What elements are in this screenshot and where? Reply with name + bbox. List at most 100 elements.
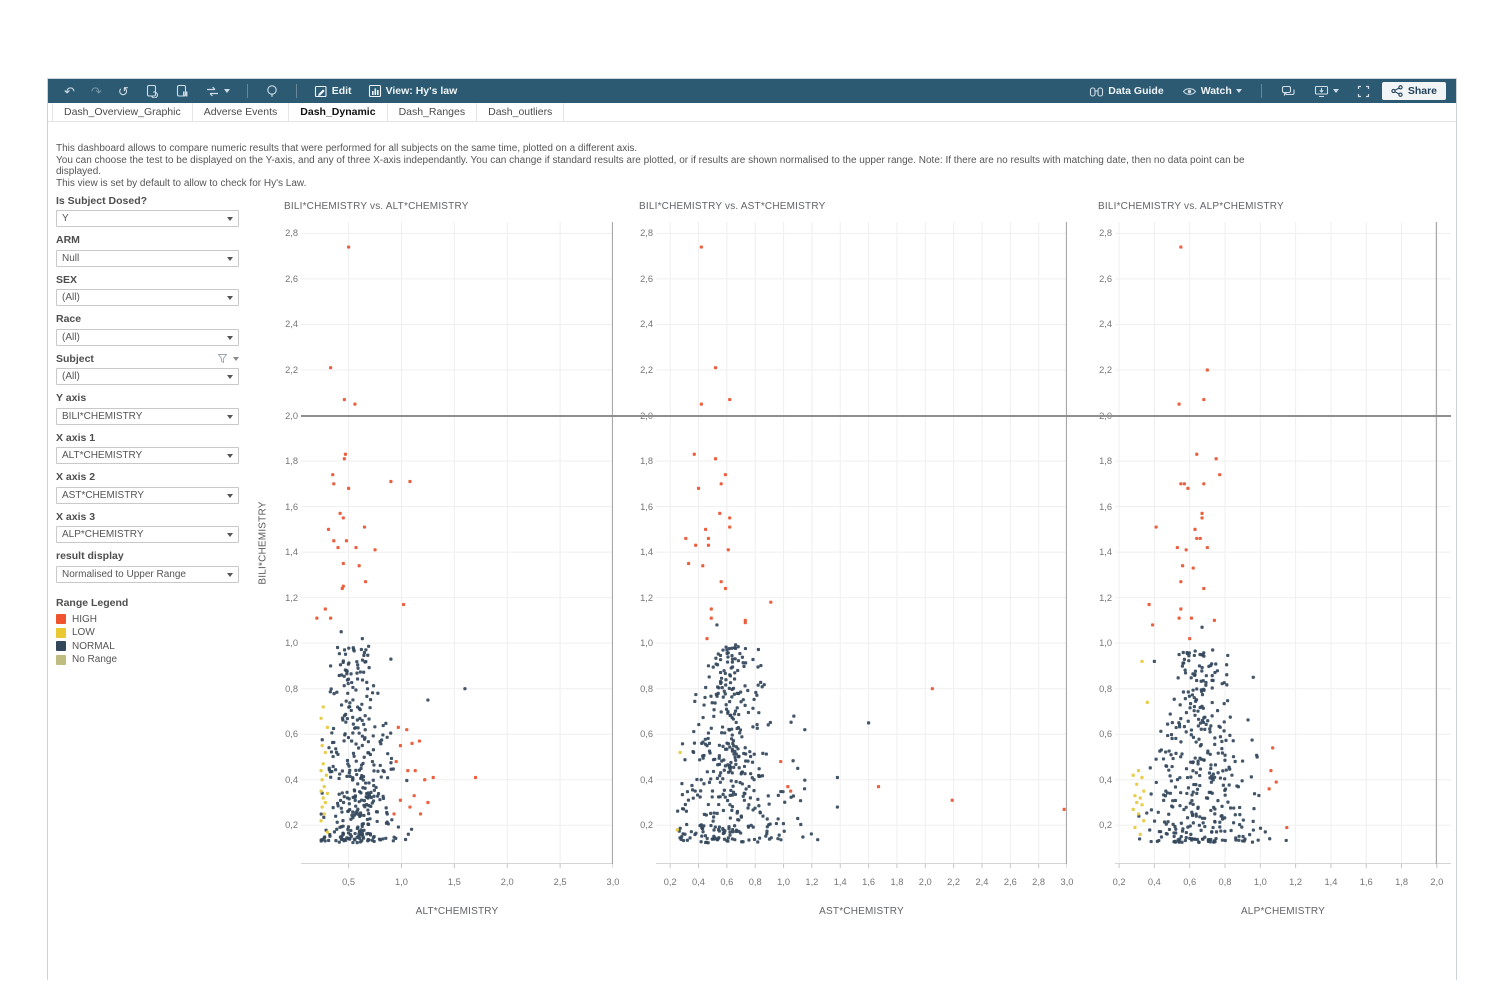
fullscreen-button[interactable] [1351,83,1376,100]
data-point-normal [368,698,373,702]
comments-button[interactable] [1275,83,1302,100]
legend-title: Range Legend [56,596,129,609]
select-caret-icon [227,375,233,379]
filter-select-x-axis-3[interactable]: ALP*CHEMISTRY [56,526,239,543]
view-button[interactable]: View: Hy's law [362,82,464,100]
revert-button[interactable]: ↺ [112,83,135,100]
download-button[interactable] [1308,83,1345,100]
legend-item-normal[interactable]: NORMAL [56,640,239,654]
data-point-normal [350,739,354,743]
data-point-normal [749,754,753,759]
data-point-normal [725,798,730,803]
filter-y-axis: Y axis BILI*CHEMISTRY [56,392,239,425]
data-point-normal [1189,775,1193,779]
data-point-normal [366,751,370,755]
x-tick-label: 0,8 [748,877,762,887]
redo-button[interactable]: ↷ [85,83,108,100]
filter-select-race[interactable]: (All) [56,328,239,346]
data-point-low [324,773,328,777]
filter-select-subject[interactable]: (All) [56,368,239,385]
undo-button[interactable]: ↶ [58,83,81,100]
data-point-normal [347,802,351,806]
data-point-normal [1186,719,1190,723]
data-point-normal [350,680,354,685]
data-point-normal [332,740,336,745]
scatter-plot-1[interactable] [301,222,614,869]
data-point-normal [1174,725,1178,730]
data-guide-button[interactable]: Data Guide [1083,83,1169,100]
refresh-data-button[interactable] [139,82,165,100]
filter-select-x-axis-1[interactable]: ALT*CHEMISTRY [56,447,239,464]
data-point-normal [739,814,743,818]
data-point-normal [1220,751,1225,755]
data-point-normal [728,816,732,820]
data-point-normal [1168,774,1172,778]
data-point-normal [1210,678,1214,682]
filter-select-y-axis[interactable]: BILI*CHEMISTRY [56,407,239,425]
data-point-low [1140,775,1144,780]
data-point-normal [703,695,707,700]
filter-select-result-display[interactable]: Normalised to Upper Range [56,565,239,583]
data-point-normal [733,749,737,754]
funnel-icon[interactable] [218,354,227,363]
edit-button[interactable]: Edit [308,82,358,100]
edit-pencil-icon [314,85,327,98]
data-point-normal [728,769,732,773]
data-point-normal [791,759,795,763]
data-point-normal [1204,796,1209,800]
data-point-normal [713,825,717,829]
data-point-normal [734,646,738,651]
data-point-low [323,800,327,805]
data-point-normal [792,714,796,718]
data-point-high [1193,527,1197,531]
swap-axes-button[interactable] [199,83,236,100]
data-point-normal [722,758,726,762]
data-point-normal [337,792,341,796]
data-point-normal [734,643,738,647]
data-point-normal [1208,727,1212,731]
data-point-normal [1170,721,1174,725]
data-point-normal [1194,771,1198,775]
data-point-normal [1152,819,1157,823]
data-point-normal [1180,664,1185,668]
filter-select-arm[interactable]: Null [56,249,239,267]
data-point-normal [1173,798,1178,803]
filter-select-sex[interactable]: (All) [56,289,239,306]
data-point-normal [1251,819,1255,823]
data-point-normal [1203,824,1207,829]
data-point-normal [329,664,333,668]
watch-button[interactable]: Watch [1176,83,1248,99]
pause-data-button[interactable] [169,82,195,100]
data-point-normal [359,798,364,802]
tab-dash-dynamic[interactable]: Dash_Dynamic [289,103,388,121]
data-point-high [779,759,783,764]
data-point-normal [360,773,364,778]
filter-select-x-axis-2[interactable]: AST*CHEMISTRY [56,486,239,504]
alerts-button[interactable] [259,82,285,100]
tab-adverse-events[interactable]: Adverse Events [193,103,290,121]
tab-dash-ranges[interactable]: Dash_Ranges [388,103,478,121]
data-point-normal [1179,717,1183,721]
tableau-app-window: ↶ ↷ ↺ Edit View: H [47,78,1457,980]
legend-swatch [56,654,66,665]
filter-menu-caret-icon[interactable] [233,356,239,361]
filter-select-is-subject-dosed-[interactable]: Y [56,210,239,227]
legend-item-no-range[interactable]: No Range [56,653,239,667]
scatter-plot-2[interactable] [656,222,1068,869]
tab-dash-outliers[interactable]: Dash_outliers [477,103,565,121]
data-point-normal [1173,785,1178,789]
scatter-plot-3[interactable] [1115,222,1451,869]
data-point-normal [1179,791,1183,795]
legend-item-high[interactable]: HIGH [56,613,239,627]
data-point-normal [1210,686,1214,690]
tab-dash-overview-graphic[interactable]: Dash_Overview_Graphic [52,103,193,121]
data-point-normal [730,749,735,753]
data-point-normal [723,731,727,735]
data-point-normal [370,838,374,842]
legend-item-low[interactable]: LOW [56,626,239,640]
x-tick-label: 1,8 [1395,877,1409,887]
data-point-normal [1220,747,1224,751]
data-point-normal [336,752,340,757]
data-point-normal [1167,812,1171,816]
share-button[interactable]: Share [1381,82,1446,100]
